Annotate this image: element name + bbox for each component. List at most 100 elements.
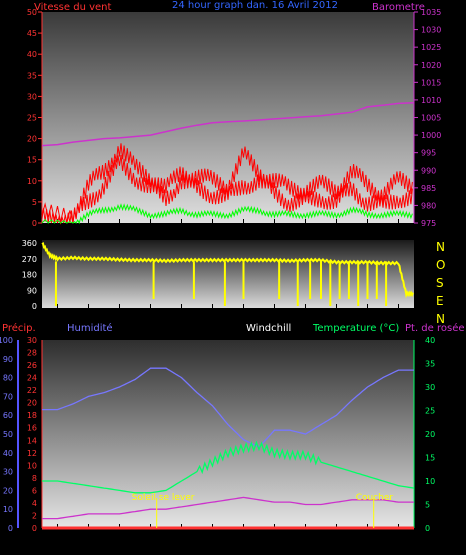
y-right-tick-label: 1000	[421, 131, 441, 140]
y-precip-tick-label: 4	[32, 499, 37, 508]
y-right-tick-label: 1035	[421, 8, 441, 17]
y-hum-tick-label: 100	[0, 336, 13, 345]
y-dir-tick-label: 0	[32, 302, 37, 311]
y-left-tick-label: 20	[27, 135, 37, 144]
compass-letter: N	[436, 240, 445, 254]
y-temp-tick-label: 25	[425, 407, 435, 416]
x-tick-label: 11	[207, 230, 218, 240]
compass-letter: S	[436, 276, 444, 290]
y-precip-tick-label: 30	[27, 336, 37, 345]
y-precip-tick-label: 20	[27, 399, 37, 408]
wind-panel	[42, 12, 414, 223]
y-hum-tick-label: 40	[3, 449, 13, 458]
y-precip-tick-label: 28	[27, 349, 37, 358]
y-right-tick-label: 1025	[421, 43, 441, 52]
y-right-tick-label: 1015	[421, 78, 441, 87]
y-temp-tick-label: 20	[425, 430, 435, 439]
y-left-tick-label: 15	[27, 156, 37, 165]
x-tick-label: 05	[114, 230, 125, 240]
x-tick-label: 01	[52, 538, 63, 548]
y-temp-tick-label: 0	[425, 524, 430, 533]
y-hum-tick-label: 50	[3, 430, 13, 439]
y-precip-tick-label: 16	[27, 424, 37, 433]
y-left-tick-label: 0	[32, 219, 37, 228]
y-dir-tick-label: 360	[22, 239, 37, 248]
x-tick-label: 01	[52, 230, 63, 240]
x-tick-label: 19	[331, 230, 343, 240]
compass-letter: E	[436, 294, 444, 308]
series-wind-avg	[41, 203, 413, 225]
x-tick-label: 07	[145, 230, 156, 240]
x-tick-label: 03	[83, 230, 94, 240]
direction-panel	[42, 240, 414, 308]
y-right-tick-label: 995	[421, 149, 436, 158]
y-right-tick-label: 1010	[421, 96, 441, 105]
y-hum-tick-label: 10	[3, 505, 13, 514]
temperature-label: Temperature (°C)	[312, 323, 399, 334]
series-temperature	[42, 440, 415, 494]
y-left-tick-label: 5	[32, 198, 37, 207]
x-tick-label: 05	[114, 538, 125, 548]
y-dir-tick-label: 180	[22, 271, 37, 280]
y-temp-tick-label: 30	[425, 383, 435, 392]
y-left-tick-label: 25	[27, 114, 37, 123]
x-tick-label: 07	[145, 538, 156, 548]
precip-label: Précip.	[2, 322, 36, 334]
y-hum-tick-label: 80	[3, 374, 13, 383]
x-tick-label: 23	[393, 538, 404, 548]
y-hum-tick-label: 60	[3, 411, 13, 420]
y-left-tick-label: 35	[27, 71, 37, 80]
y-precip-tick-label: 24	[27, 374, 37, 383]
y-right-tick-label: 990	[421, 166, 436, 175]
y-left-tick-label: 10	[27, 177, 37, 186]
y-right-tick-label: 1005	[421, 114, 441, 123]
x-tick-label: 21	[362, 538, 373, 548]
x-tick-label: 13	[238, 230, 249, 240]
series-dewpoint	[42, 496, 414, 520]
x-tick-label: 13	[238, 538, 249, 548]
x-tick-label: 03	[83, 538, 94, 548]
dewpoint-label: Pt. de rosée	[405, 322, 465, 334]
y-temp-tick-label: 10	[425, 477, 435, 486]
y-precip-tick-label: 22	[27, 386, 37, 395]
y-right-tick-label: 975	[421, 219, 436, 228]
y-precip-tick-label: 18	[27, 411, 37, 420]
y-hum-tick-label: 90	[3, 355, 13, 364]
y-hum-tick-label: 30	[3, 468, 13, 477]
series-wind-gust	[41, 143, 413, 224]
y-temp-tick-label: 15	[425, 454, 435, 463]
y-right-tick-label: 1030	[421, 26, 441, 35]
sun-annotation: Soleil se lever	[132, 493, 195, 503]
humidity-label: Humidité	[67, 322, 113, 334]
temp-panel	[42, 340, 414, 528]
x-tick-label: 17	[300, 538, 311, 548]
y-dir-tick-label: 90	[27, 286, 37, 295]
y-dir-tick-label: 270	[22, 255, 37, 264]
y-hum-tick-label: 70	[3, 392, 13, 401]
sun-annotation: Coucher	[356, 493, 394, 503]
x-tick-label: 15	[269, 230, 280, 240]
compass-letter: O	[436, 258, 445, 272]
x-tick-label: 23	[393, 230, 404, 240]
x-tick-label: 19	[331, 538, 343, 548]
y-temp-tick-label: 5	[425, 501, 430, 510]
y-hum-tick-label: 0	[8, 524, 13, 533]
y-precip-tick-label: 12	[27, 449, 37, 458]
x-tick-label: 15	[269, 538, 280, 548]
x-extra-label: Coucher	[357, 538, 391, 547]
y-right-tick-label: 980	[421, 201, 436, 210]
x-tick-label: 09	[176, 538, 188, 548]
y-right-tick-label: 985	[421, 184, 436, 193]
series-humidity	[42, 367, 414, 449]
series-wind-direction	[41, 241, 414, 299]
y-precip-tick-label: 14	[27, 436, 37, 445]
x-tick-label: 11	[207, 538, 218, 548]
y-hum-tick-label: 20	[3, 486, 13, 495]
y-left-tick-label: 40	[27, 50, 37, 59]
x-tick-label: 09	[176, 230, 188, 240]
y-left-tick-label: 50	[27, 8, 37, 17]
x-tick-label: 21	[362, 230, 373, 240]
y-precip-tick-label: 0	[32, 524, 37, 533]
y-temp-tick-label: 35	[425, 360, 435, 369]
